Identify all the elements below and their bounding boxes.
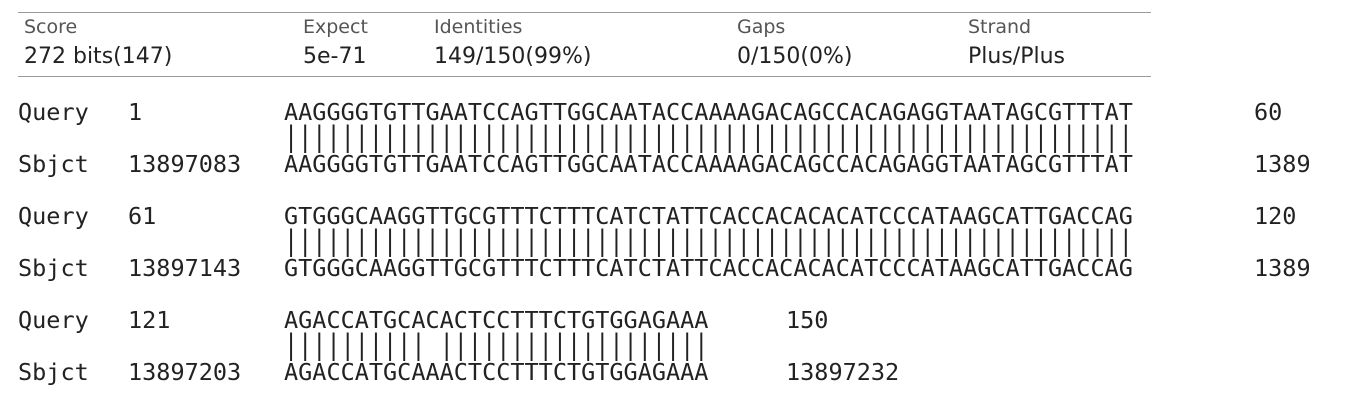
query-label: Query <box>18 202 89 230</box>
alignment-summary: Score 272 bits(147) Expect 5e-71 Identit… <box>18 12 1151 77</box>
sbjct-label: Sbjct <box>18 254 89 282</box>
query-end: 120 <box>1254 202 1297 230</box>
identities-value: 149/150(99%) <box>434 44 592 69</box>
sbjct-label: Sbjct <box>18 358 89 386</box>
sbjct-start: 13897143 <box>128 254 242 282</box>
match-line: ||||||||||||||||||||||||||||||||||||||||… <box>284 223 1133 257</box>
sbjct-sequence: GTGGGCAAGGTTGCGTTTCTTTCATCTATTCACCACACAC… <box>284 254 1133 282</box>
query-sequence: AAGGGGTGTTGAATCCAGTTGGCAATACCAAAAGACAGCC… <box>284 98 1133 126</box>
query-end: 60 <box>1254 98 1283 126</box>
gaps-value: 0/150(0%) <box>737 44 853 69</box>
query-label: Query <box>18 306 89 334</box>
gaps-header: Gaps <box>737 16 786 38</box>
query-start: 121 <box>128 306 171 334</box>
score-value: 272 bits(147) <box>24 44 173 69</box>
sbjct-end: 13897232 <box>786 358 900 386</box>
query-sequence: GTGGGCAAGGTTGCGTTTCTTTCATCTATTCACCACACAC… <box>284 202 1133 230</box>
sbjct-start: 13897203 <box>128 358 242 386</box>
match-line: ||||||||||||||||||||||||||||||||||||||||… <box>284 119 1133 153</box>
expect-header: Expect <box>303 16 368 38</box>
strand-value: Plus/Plus <box>968 44 1065 69</box>
score-header: Score <box>24 16 78 38</box>
sbjct-start: 13897083 <box>128 150 242 178</box>
sbjct-label: Sbjct <box>18 150 89 178</box>
sbjct-sequence: AAGGGGTGTTGAATCCAGTTGGCAATACCAAAAGACAGCC… <box>284 150 1133 178</box>
query-start: 61 <box>128 202 157 230</box>
query-label: Query <box>18 98 89 126</box>
match-line: |||||||||| ||||||||||||||||||| <box>284 327 709 361</box>
expect-value: 5e-71 <box>303 44 367 69</box>
identities-header: Identities <box>434 16 523 38</box>
query-sequence: AGACCATGCACACTCCTTTCTGTGGAGAAA <box>284 306 709 334</box>
sbjct-end: 1389 <box>1254 150 1311 178</box>
strand-header: Strand <box>968 16 1032 38</box>
query-end: 150 <box>786 306 829 334</box>
query-start: 1 <box>128 98 143 126</box>
sbjct-end: 1389 <box>1254 254 1311 282</box>
sbjct-sequence: AGACCATGCAAACTCCTTTCTGTGGAGAAA <box>284 358 709 386</box>
